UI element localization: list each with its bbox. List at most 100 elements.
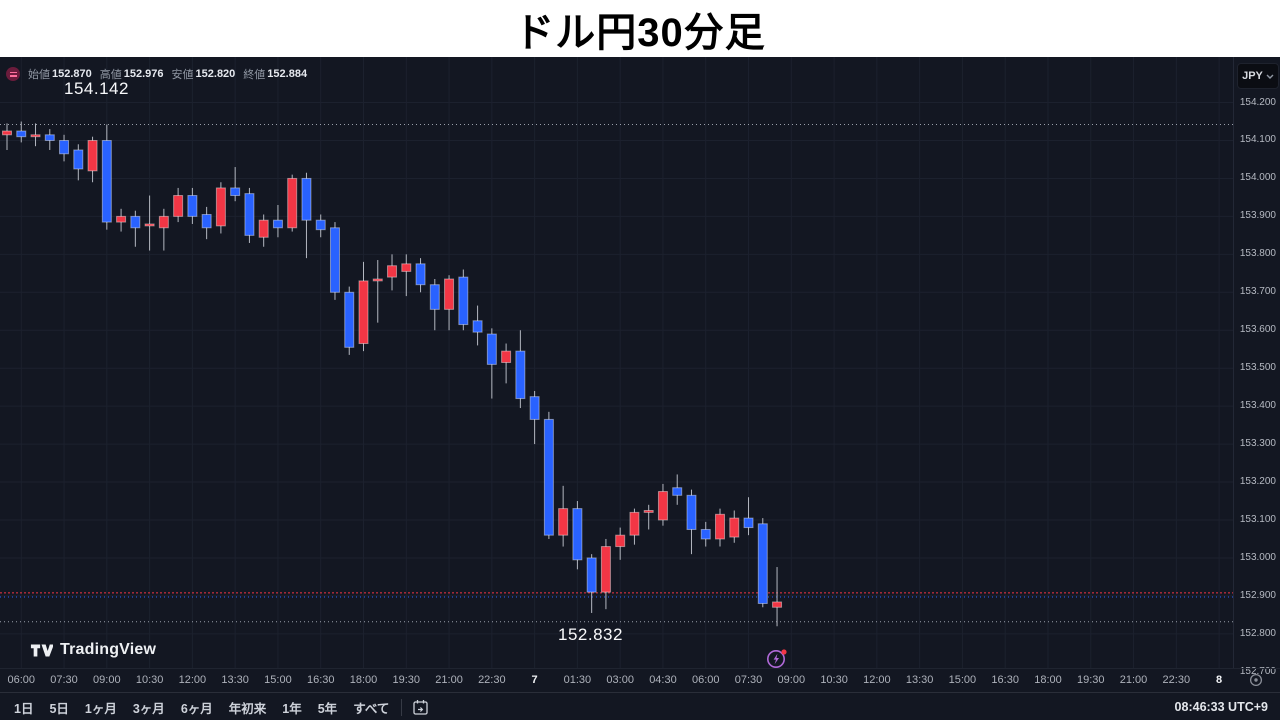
footer-toolbar: 1日 5日 1ヶ月 3ヶ月 6ヶ月 年初来 1年 5年 すべて 08:46:33 UTC+9 xyxy=(0,692,1280,720)
candle-body-18:00 xyxy=(358,280,369,345)
time-axis-label: 13:30 xyxy=(221,674,249,686)
candle-body-02:30 xyxy=(600,546,611,593)
price-axis-label: 153.800 xyxy=(1239,248,1276,260)
symbol-menu-icon[interactable] xyxy=(6,67,20,81)
calendar-icon xyxy=(413,699,428,715)
candle-body-15:30 xyxy=(287,177,298,229)
range-button-1年[interactable]: 1年 xyxy=(282,701,302,716)
candle-body-04:00 xyxy=(643,510,654,513)
time-axis-label: 21:00 xyxy=(435,674,463,686)
range-button-1ヶ月[interactable]: 1ヶ月 xyxy=(84,701,117,716)
candle-body-04:30 xyxy=(657,491,668,521)
range-button-6ヶ月[interactable]: 6ヶ月 xyxy=(180,701,213,716)
candle-body-22:30 xyxy=(486,333,497,365)
time-axis-label: 16:30 xyxy=(991,674,1019,686)
price-axis-label: 153.700 xyxy=(1239,286,1276,298)
legend-open: 始値 152.870 xyxy=(28,68,92,81)
candle-body-07:30 xyxy=(59,139,70,155)
candle-body-23:00 xyxy=(501,350,512,363)
candle-body-00:00 xyxy=(529,396,540,420)
price-axis-label: 153.200 xyxy=(1239,476,1276,488)
clock: 08:46:33 UTC+9 xyxy=(1174,700,1268,714)
go-to-date-button[interactable] xyxy=(408,699,433,716)
title-bar: ドル円30分足 xyxy=(0,0,1280,57)
price-axis-label: 152.800 xyxy=(1239,627,1276,639)
price-axis-label: 152.700 xyxy=(1239,665,1276,677)
time-axis-label: 13:30 xyxy=(905,674,934,686)
candle-body-16:30 xyxy=(315,219,326,231)
price-axis[interactable]: 154.200 154.100 154.000 153.900 153.800 153.7… xyxy=(1233,57,1280,677)
time-axis-label: 22:30 xyxy=(478,674,506,686)
time-axis-label: 18:00 xyxy=(1034,674,1062,686)
candle-body-17:00 xyxy=(329,227,340,293)
candle-body-08:00 xyxy=(757,523,768,604)
time-axis-label: 07:30 xyxy=(734,674,763,686)
tradingview-mark-icon xyxy=(30,644,53,656)
candle-body-16:00 xyxy=(301,177,312,221)
price-axis-label: 153.500 xyxy=(1239,362,1276,374)
range-buttons: 1日 5日 1ヶ月 3ヶ月 6ヶ月 年初来 1年 5年 すべて xyxy=(0,696,395,719)
candle-body-17:30 xyxy=(344,291,355,348)
candle-body-06:00 xyxy=(16,130,27,138)
candle-body-12:30 xyxy=(201,213,212,229)
candle-body-15:00 xyxy=(272,219,283,229)
candle-body-19:00 xyxy=(387,265,398,278)
candle-body-05:30 xyxy=(2,130,12,136)
candle-body-07:00 xyxy=(729,517,740,538)
price-axis-label: 154.200 xyxy=(1239,96,1276,108)
range-button-3ヶ月[interactable]: 3ヶ月 xyxy=(132,701,165,716)
candle-body-14:00 xyxy=(244,193,255,236)
candle-body-06:30 xyxy=(30,134,41,138)
footer-divider xyxy=(401,698,403,716)
realtime-flash-icon[interactable] xyxy=(764,645,790,671)
scale-reset-icon[interactable] xyxy=(1248,672,1264,688)
candle-body-13:30 xyxy=(230,187,241,197)
candlestick-chart[interactable] xyxy=(0,57,1233,668)
time-axis[interactable]: 06:00 07:30 09:00 10:30 12:00 13:30 15:00 16:30… xyxy=(0,668,1280,693)
candle-body-21:30 xyxy=(458,276,469,326)
time-axis-label: 03:00 xyxy=(606,674,634,686)
price-axis-label: 154.100 xyxy=(1239,134,1276,146)
time-axis-label: 19:30 xyxy=(1076,674,1105,686)
price-axis-label: 153.000 xyxy=(1239,551,1276,563)
candle-body-12:00 xyxy=(187,195,198,217)
candle-body-09:00 xyxy=(101,139,112,223)
candle-body-09:30 xyxy=(116,215,127,223)
time-axis-label: 22:30 xyxy=(1162,674,1191,686)
time-axis-label: 15:00 xyxy=(264,674,292,686)
tradingview-logo[interactable]: TradingView xyxy=(30,641,156,659)
high-annotation: 154.142 xyxy=(64,79,129,98)
candle-body-03:00 xyxy=(615,534,626,548)
candle-body-14:30 xyxy=(258,219,269,238)
currency-dropdown[interactable]: JPY xyxy=(1237,63,1279,89)
date-axis-label: 7 xyxy=(531,674,538,686)
legend-low: 安値 152.820 xyxy=(171,68,236,81)
candle-body-13:00 xyxy=(215,187,226,227)
range-button-年初来[interactable]: 年初来 xyxy=(228,701,267,716)
candle-body-01:00 xyxy=(558,508,569,536)
range-button-5年[interactable]: 5年 xyxy=(317,701,338,716)
candle-body-10:00 xyxy=(130,215,141,229)
candle-body-10:30 xyxy=(144,223,155,227)
candle-body-20:30 xyxy=(429,284,440,310)
legend-close: 終値 152.884 xyxy=(243,68,308,81)
price-axis-label: 153.900 xyxy=(1239,210,1276,222)
candle-body-08:30 xyxy=(772,601,783,608)
candle-body-08:00 xyxy=(73,149,84,170)
candle-body-22:00 xyxy=(472,320,483,333)
candle-body-20:00 xyxy=(415,263,426,286)
time-axis-label: 07:30 xyxy=(50,674,78,686)
candle-body-23:30 xyxy=(515,350,526,400)
candle-body-03:30 xyxy=(629,511,640,536)
time-axis-label: 15:00 xyxy=(948,674,977,686)
range-button-1日[interactable]: 1日 xyxy=(14,701,34,716)
range-button-すべて[interactable]: すべて xyxy=(353,701,390,716)
candle-body-00:30 xyxy=(543,418,554,536)
date-axis-label: 8 xyxy=(1216,674,1223,686)
range-button-5日[interactable]: 5日 xyxy=(49,701,69,716)
time-axis-label: 01:30 xyxy=(563,674,592,686)
price-axis-label: 153.100 xyxy=(1239,513,1276,525)
price-axis-label: 154.000 xyxy=(1239,172,1276,184)
time-axis-label: 10:30 xyxy=(135,674,164,686)
